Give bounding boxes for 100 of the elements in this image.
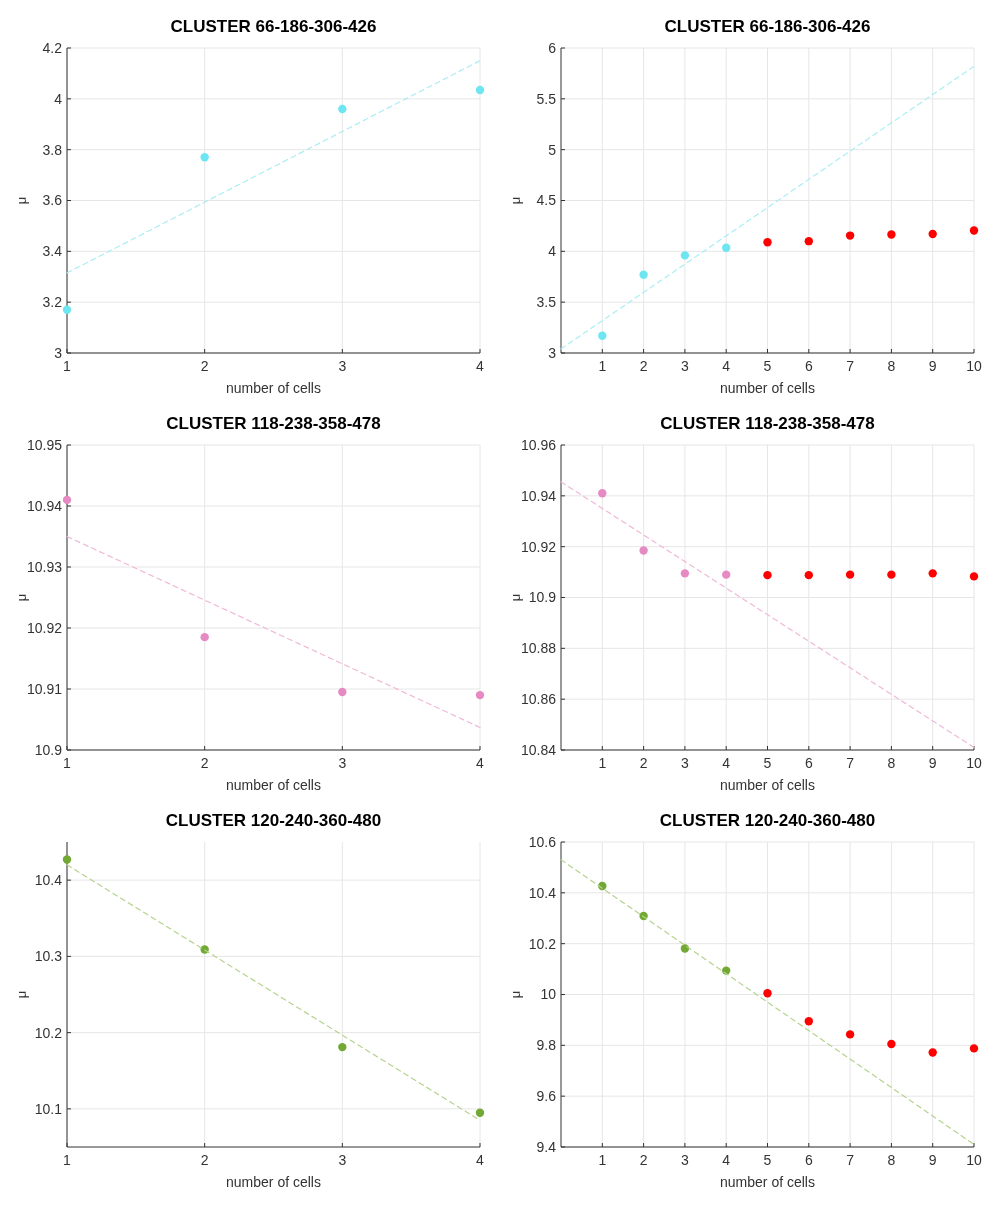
- chart-title: CLUSTER 118-238-358-478: [166, 414, 381, 433]
- x-tick-label: 4: [476, 358, 485, 374]
- x-tick-label: 10: [966, 1152, 982, 1168]
- x-tick-label: 1: [63, 1152, 72, 1168]
- point: [62, 495, 72, 505]
- point: [639, 270, 648, 279]
- point: [969, 572, 979, 581]
- point: [928, 1048, 937, 1057]
- y-tick-label: 10.1: [34, 1100, 63, 1117]
- point: [722, 243, 731, 252]
- y-tick-label: 3: [54, 344, 63, 361]
- y-tick-label: 10.94: [520, 487, 557, 504]
- x-tick-label: 2: [200, 1152, 209, 1168]
- y-axis-title: μ: [14, 593, 29, 602]
- x-tick-label: 4: [476, 755, 485, 771]
- point: [969, 1044, 979, 1053]
- x-tick-label: 2: [639, 755, 648, 771]
- chart-title: CLUSTER 120-240-360-480: [659, 811, 876, 830]
- point: [763, 989, 772, 998]
- point: [680, 251, 690, 260]
- point: [62, 305, 72, 314]
- y-tick-label: 4.2: [42, 39, 63, 56]
- x-tick-label: 7: [846, 1152, 855, 1168]
- y-tick-label: 10.84: [520, 741, 557, 758]
- x-tick-label: 6: [804, 358, 813, 374]
- y-tick-label: 10.4: [528, 884, 557, 901]
- y-tick-label: 3.2: [42, 294, 63, 311]
- point: [475, 690, 485, 700]
- point: [845, 570, 855, 579]
- y-tick-label: 10.94: [26, 497, 63, 514]
- chart-title: CLUSTER 120-240-360-480: [165, 811, 382, 830]
- x-tick-label: 4: [722, 358, 731, 374]
- x-tick-label: 1: [598, 358, 607, 374]
- x-tick-label: 1: [598, 1152, 607, 1168]
- point: [598, 489, 607, 498]
- x-tick-label: 9: [928, 755, 937, 771]
- chart-title: CLUSTER 66-186-306-426: [664, 17, 871, 36]
- point: [928, 569, 937, 578]
- point: [845, 1030, 855, 1039]
- y-tick-label: 10.95: [26, 436, 63, 453]
- x-tick-label: 8: [887, 358, 896, 374]
- x-tick-label: 8: [887, 755, 896, 771]
- y-tick-label: 3.4: [42, 243, 63, 260]
- point: [845, 231, 855, 240]
- point: [763, 237, 772, 247]
- chart-title: CLUSTER 118-238-358-478: [660, 414, 875, 433]
- y-tick-label: 4: [54, 90, 63, 107]
- point: [200, 632, 209, 642]
- x-tick-label: 5: [763, 1152, 772, 1168]
- point: [338, 1042, 347, 1052]
- y-tick-label: 10.9: [528, 589, 557, 606]
- y-tick-label: 9.8: [536, 1037, 557, 1054]
- y-tick-label: 10.92: [520, 538, 557, 555]
- y-tick-label: 3: [548, 344, 557, 361]
- y-tick-label: 10.4: [34, 872, 63, 889]
- x-tick-label: 7: [846, 755, 855, 771]
- x-tick-label: 5: [763, 358, 772, 374]
- y-axis-title: μ: [508, 990, 523, 999]
- y-tick-label: 10.88: [520, 640, 557, 657]
- y-tick-label: 9.6: [536, 1088, 557, 1105]
- y-tick-label: 3.5: [536, 294, 557, 311]
- chart-title: CLUSTER 66-186-306-426: [170, 17, 377, 36]
- y-tick-label: 4.5: [536, 192, 557, 209]
- point: [928, 229, 937, 239]
- x-axis-title: number of cells: [226, 777, 321, 793]
- y-tick-label: 5.5: [536, 90, 557, 107]
- point: [475, 85, 485, 95]
- x-tick-label: 7: [846, 358, 855, 374]
- y-tick-label: 4: [548, 243, 557, 260]
- point: [338, 104, 347, 114]
- point: [804, 570, 813, 580]
- x-tick-label: 2: [639, 358, 648, 374]
- x-tick-label: 4: [722, 755, 731, 771]
- x-tick-label: 4: [722, 1152, 731, 1168]
- y-tick-label: 10.96: [520, 436, 557, 453]
- y-tick-label: 10.6: [528, 833, 557, 850]
- y-tick-label: 10.3: [34, 948, 63, 965]
- x-tick-label: 8: [887, 1152, 896, 1168]
- x-axis-title: number of cells: [226, 380, 321, 396]
- x-tick-label: 6: [804, 755, 813, 771]
- x-tick-label: 3: [681, 755, 689, 771]
- x-tick-label: 3: [681, 1152, 689, 1168]
- point: [475, 1108, 485, 1117]
- y-axis-title: μ: [14, 196, 29, 205]
- y-tick-label: 10.92: [26, 619, 63, 636]
- point: [887, 230, 896, 239]
- x-tick-label: 5: [763, 755, 772, 771]
- y-axis-title: μ: [508, 196, 523, 205]
- y-tick-label: 10.91: [26, 680, 63, 697]
- y-tick-label: 6: [548, 39, 557, 56]
- y-tick-label: 5: [548, 141, 557, 158]
- point: [62, 855, 72, 864]
- y-tick-label: 10: [540, 986, 557, 1003]
- y-tick-label: 3.8: [42, 141, 63, 158]
- point: [969, 226, 979, 235]
- y-axis-title: μ: [14, 990, 29, 999]
- y-tick-label: 10.2: [528, 935, 557, 952]
- point: [722, 570, 731, 579]
- y-tick-label: 9.4: [536, 1138, 557, 1155]
- y-tick-label: 10.9: [34, 741, 63, 758]
